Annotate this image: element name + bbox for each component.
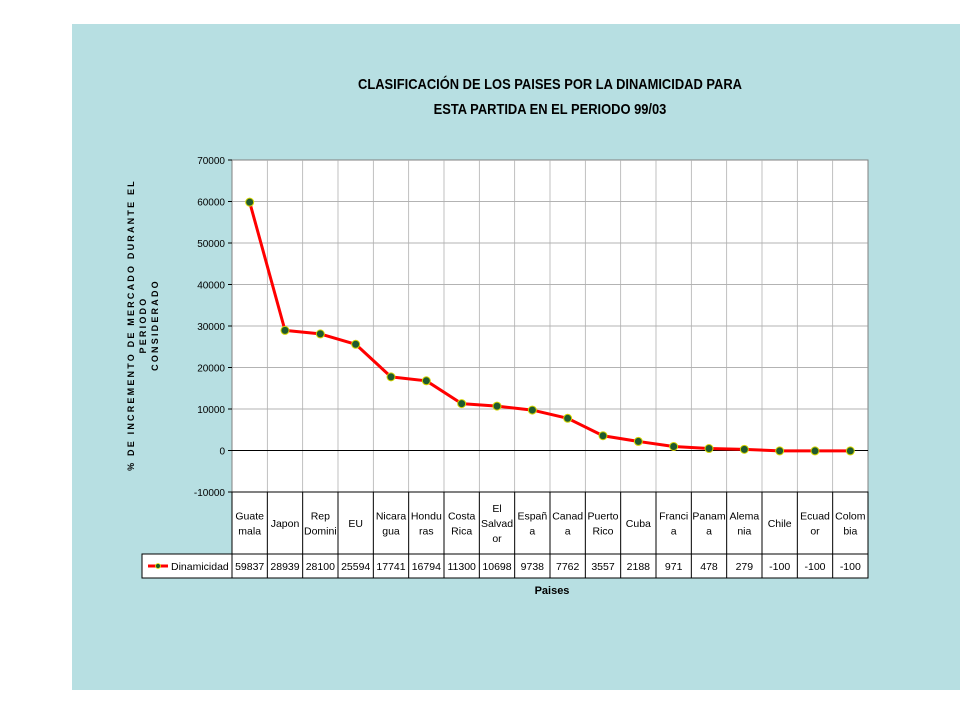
category-label: El [492,503,501,515]
category-label: Japon [271,518,300,530]
data-table-value: 17741 [376,561,405,573]
category-label: gua [382,526,400,538]
data-table-value: -100 [840,561,861,573]
data-table-value: 28939 [270,561,299,573]
data-point-marker [315,329,325,339]
y-tick-label: 0 [219,447,225,458]
category-label: a [565,526,571,538]
category-label: Colom [835,511,866,523]
data-point-marker [598,431,608,441]
category-label: Rico [592,526,613,538]
data-point-marker [386,372,396,382]
data-table-value: 59837 [235,561,264,573]
category-label: a [529,526,535,538]
category-label: Rep [311,511,330,523]
y-tick-label: 20000 [197,364,225,375]
data-point-marker [669,441,679,451]
category-label: Españ [517,511,547,523]
category-label: nia [737,526,751,538]
data-point-marker [563,413,573,423]
data-point-marker [245,197,255,207]
legend-marker-key [155,563,161,569]
data-point-marker [421,376,431,386]
data-table-value: 11300 [447,561,476,573]
y-tick-label: 50000 [197,239,225,250]
data-table-value: 7762 [556,561,580,573]
data-table-value: -100 [769,561,790,573]
category-label: Alema [729,511,759,523]
data-table-value: 2188 [627,561,651,573]
y-tick-label: 30000 [197,322,225,333]
category-label: Franci [659,511,688,523]
category-label: Ecuad [800,511,830,523]
category-label: Salvad [481,518,513,530]
data-table-value: -100 [804,561,825,573]
category-label: a [706,526,712,538]
chart-title-line1: CLASIFICACIÓN DE LOS PAISES POR LA DINAM… [358,76,742,93]
category-label: Rica [451,526,472,538]
data-table-value: 16794 [412,561,441,573]
data-point-marker [280,325,290,335]
category-label: mala [238,526,261,538]
chart-title-line2: ESTA PARTIDA EN EL PERIODO 99/03 [433,101,667,118]
data-table-value: 279 [736,561,754,573]
category-label: Hondu [411,511,442,523]
category-label: Nicara [376,511,407,523]
category-label: Costa [448,511,476,523]
data-table-value: 10698 [482,561,511,573]
category-label: a [671,526,677,538]
data-point-marker [739,444,749,454]
data-table-value: 971 [665,561,683,573]
category-label: Canad [552,511,583,523]
data-table-value: 3557 [591,561,615,573]
y-tick-label: 60000 [197,198,225,209]
category-label: Guate [235,511,264,523]
category-label: or [492,533,502,545]
data-point-marker [351,339,361,349]
data-point-marker [457,399,467,409]
data-point-marker [845,446,855,456]
data-point-marker [492,401,502,411]
category-label: or [810,526,820,538]
series-line-dinamicidad [248,201,851,453]
data-table-value: 25594 [341,561,370,573]
y-tick-label: 70000 [197,156,225,167]
data-point-marker [527,405,537,415]
y-tick-label: 40000 [197,281,225,292]
data-table-value: 28100 [306,561,335,573]
data-point-marker [810,446,820,456]
category-label: Chile [768,518,792,530]
y-tick-label: -10000 [194,488,226,499]
y-tick-label: 10000 [197,405,225,416]
category-label: Cuba [626,518,651,530]
category-label: EU [348,518,363,530]
data-table-value: 9738 [521,561,545,573]
table-value-row [141,553,869,579]
x-axis-label: Paises [534,585,570,597]
data-point-marker [775,446,785,456]
category-label: Panam [692,511,726,523]
data-point-marker [633,436,643,446]
category-label: bia [843,526,857,538]
data-table-value: 478 [700,561,718,573]
data-point-marker [704,444,714,454]
category-label: Domini [304,526,337,538]
category-label: Puerto [588,511,619,523]
category-label: ras [419,526,434,538]
legend-series-name: Dinamicidad [171,561,229,573]
